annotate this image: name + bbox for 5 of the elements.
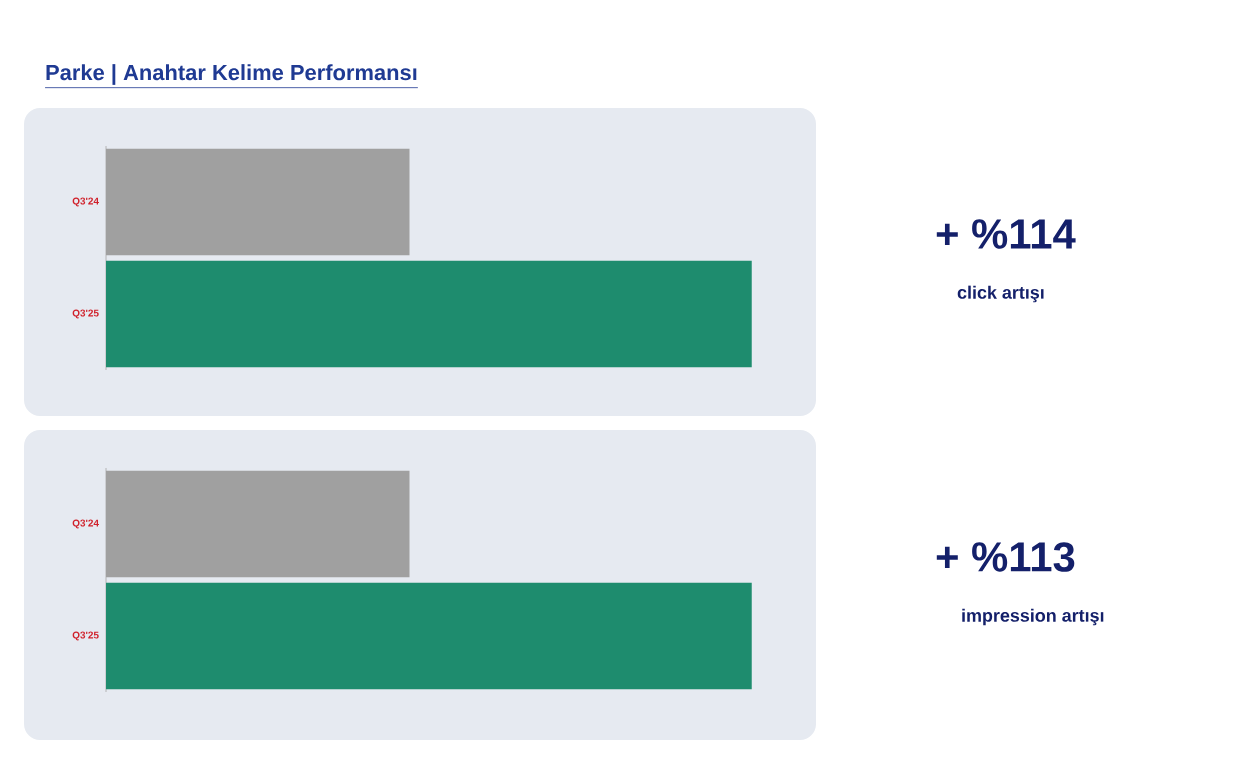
text: + %113 (936, 542, 1075, 572)
text: click artışı (957, 285, 1044, 303)
chart-title: Parke | Anahtar Kelime Performansı (46, 64, 417, 85)
text: + %114 (936, 219, 1076, 249)
text: impression artışı (962, 608, 1104, 626)
